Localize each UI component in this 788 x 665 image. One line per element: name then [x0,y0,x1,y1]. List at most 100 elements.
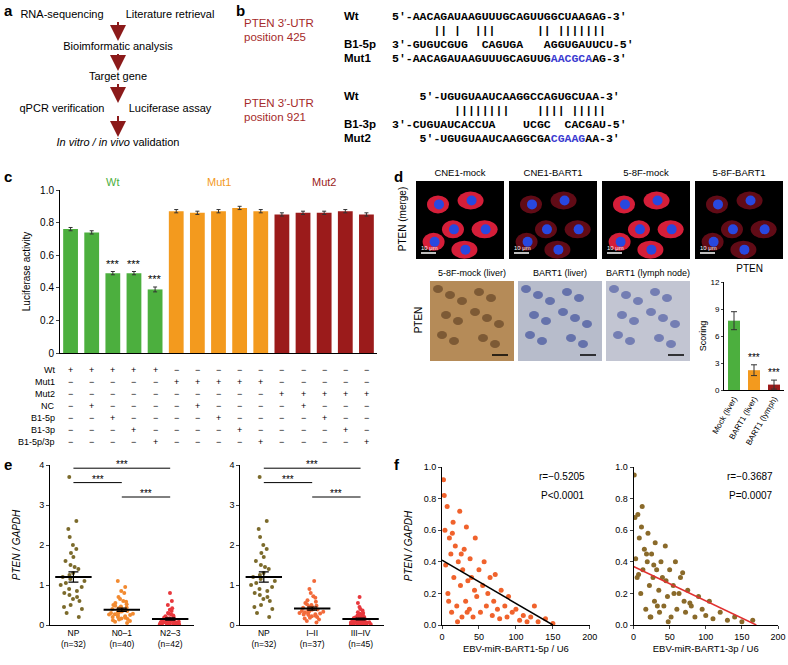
svg-text:−: − [110,437,115,447]
svg-text:−: − [110,377,115,387]
svg-text:10 μm: 10 μm [607,245,624,251]
svg-text:−: − [131,437,136,447]
svg-text:0.4: 0.4 [424,557,437,567]
svg-text:0: 0 [48,348,54,359]
svg-text:+: + [364,437,369,447]
svg-text:+: + [343,389,348,399]
svg-text:+: + [89,365,94,375]
svg-text:−: − [301,437,306,447]
svg-text:NC: NC [41,401,54,411]
svg-text:−: − [68,389,73,399]
svg-text:***: *** [768,367,780,378]
svg-text:+: + [237,377,242,387]
svg-text:−: − [343,377,348,387]
svg-text:r=−0.5205: r=−0.5205 [539,471,585,482]
svg-text:5-8F-BART1: 5-8F-BART1 [712,167,765,178]
svg-text:−: − [364,425,369,435]
svg-text:−: − [364,401,369,411]
svg-text:100: 100 [508,632,523,642]
svg-text:0.6: 0.6 [40,250,54,261]
svg-text:+: + [343,425,348,435]
svg-text:qPCR verification: qPCR verification [20,102,105,114]
svg-text:−: − [237,365,242,375]
svg-text:−: − [110,401,115,411]
svg-text:+: + [153,365,158,375]
svg-text:NP(n=32): NP(n=32) [61,628,86,649]
svg-text:200: 200 [582,632,597,642]
svg-text:0.2: 0.2 [615,589,628,599]
svg-text:−: − [131,401,136,411]
svg-text:−: − [237,437,242,447]
svg-text:−: − [279,413,284,423]
svg-text:Scoring: Scoring [698,321,708,352]
svg-text:−: − [195,365,200,375]
svg-text:−: − [174,401,179,411]
svg-text:−: − [153,413,158,423]
svg-text:−: − [301,377,306,387]
svg-text:−: − [216,437,221,447]
svg-text:0.2: 0.2 [40,315,54,326]
svg-text:r=−0.3687: r=−0.3687 [727,471,773,482]
svg-text:−: − [322,437,327,447]
svg-text:−: − [301,365,306,375]
svg-text:***: *** [92,474,104,485]
svg-text:−: − [279,365,284,375]
svg-text:Mut2: Mut2 [35,389,55,399]
svg-text:+: + [216,413,221,423]
svg-text:P<0.0001: P<0.0001 [541,490,585,501]
svg-text:−: − [364,365,369,375]
svg-text:+: + [216,377,221,387]
svg-text:+: + [301,389,306,399]
svg-text:−: − [258,425,263,435]
svg-text:0: 0 [631,632,636,642]
svg-text:−: − [131,389,136,399]
svg-text:−: − [110,425,115,435]
svg-text:0: 0 [230,620,235,630]
svg-text:Wt: Wt [106,176,119,188]
svg-text:+: + [364,389,369,399]
svg-text:Mock (liver): Mock (liver) [711,395,740,436]
svg-text:BART1 (lymph): BART1 (lymph) [744,395,779,447]
svg-text:−: − [237,401,242,411]
svg-text:−: − [174,413,179,423]
svg-text:−: − [216,401,221,411]
svg-text:***: *** [306,459,318,470]
svg-text:−: − [364,413,369,423]
svg-text:4: 4 [230,460,235,470]
svg-text:−: − [110,389,115,399]
svg-text:−: − [89,377,94,387]
svg-text:−: − [343,401,348,411]
svg-text:−: − [237,413,242,423]
svg-text:***: *** [282,474,294,485]
svg-text:III–IV(n=45): III–IV(n=45) [348,628,373,649]
svg-text:−: − [89,389,94,399]
svg-text:+: + [153,437,158,447]
svg-text:B1-5p: B1-5p [31,413,55,423]
svg-text:4: 4 [39,460,44,470]
svg-text:0: 0 [715,386,720,395]
svg-text:+: + [258,437,263,447]
svg-text:0.4: 0.4 [40,282,54,293]
svg-text:−: − [258,413,263,423]
svg-text:−: − [68,401,73,411]
svg-text:−: − [216,389,221,399]
svg-text:5-8F-mock: 5-8F-mock [623,167,669,178]
svg-text:200: 200 [770,632,785,642]
svg-text:+: + [174,377,179,387]
svg-text:+: + [195,401,200,411]
svg-text:−: − [279,437,284,447]
svg-text:In vitro / in vivo validation: In vitro / in vivo validation [57,136,180,148]
svg-text:***: *** [140,488,152,499]
svg-text:RNA-sequencing: RNA-sequencing [20,8,103,20]
svg-text:−: − [89,413,94,423]
svg-text:+: + [89,401,94,411]
svg-text:10 μm: 10 μm [514,245,531,251]
svg-text:3: 3 [39,500,44,510]
svg-text:−: − [68,425,73,435]
svg-text:−: − [153,377,158,387]
svg-text:−: − [131,377,136,387]
svg-text:0.8: 0.8 [424,494,437,504]
svg-text:10 μm: 10 μm [421,245,438,251]
svg-text:5-8F-mock (liver): 5-8F-mock (liver) [438,268,506,278]
svg-text:Mut2: Mut2 [312,176,336,188]
